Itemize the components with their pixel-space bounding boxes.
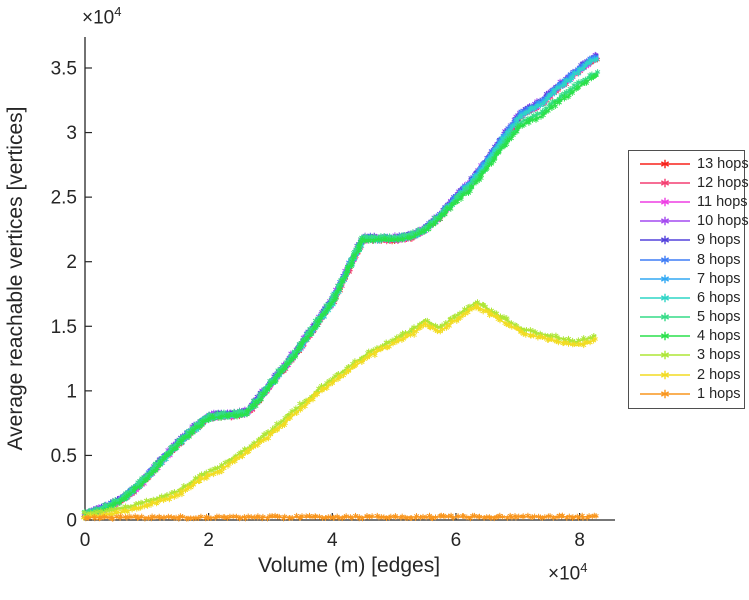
y-tick-label: 0.5 — [51, 446, 77, 467]
x-tick-label: 6 — [451, 530, 462, 551]
legend-item-11-hops: 11 hops — [629, 192, 748, 211]
x-multiplier-base: ×10 — [548, 563, 581, 585]
legend-item-9-hops: 9 hops — [629, 231, 744, 250]
series-markers-1-hops — [83, 512, 599, 522]
legend-label: 11 hops — [697, 193, 748, 210]
y-tick-label: 1 — [66, 381, 77, 402]
y-multiplier-base: ×10 — [82, 7, 115, 29]
legend-label: 7 hops — [697, 270, 741, 287]
legend-marker-icon — [640, 255, 690, 264]
legend-marker-icon — [640, 293, 690, 303]
legend-item-8-hops: 8 hops — [629, 250, 744, 269]
x-tick-label: 0 — [80, 530, 91, 551]
legend-marker-icon — [640, 332, 690, 341]
legend-marker-icon — [640, 351, 690, 360]
legend-marker-icon — [640, 370, 690, 379]
legend-marker-icon — [640, 159, 690, 168]
x-tick-label: 4 — [327, 530, 338, 551]
legend-label: 13 hops — [697, 155, 749, 172]
y-tick-label: 2 — [66, 252, 77, 273]
legend-label: 8 hops — [697, 251, 741, 268]
y-axis-label: Average reachable vertices [vertices] — [4, 106, 27, 451]
x-tick-label: 2 — [203, 530, 214, 551]
y-tick-label: 0 — [66, 511, 77, 532]
legend-item-4-hops: 4 hops — [629, 327, 744, 346]
legend-marker-icon — [640, 312, 690, 322]
legend-item-13-hops: 13 hops — [629, 154, 749, 173]
legend-item-3-hops: 3 hops — [629, 346, 744, 365]
series-line-4-hops — [84, 75, 599, 517]
y-tick-label: 3.5 — [51, 58, 77, 79]
legend-label: 2 hops — [697, 366, 741, 383]
legend-marker-icon — [640, 274, 690, 283]
x-tick-label: 8 — [574, 530, 585, 551]
x-multiplier-exponent: 4 — [580, 560, 588, 575]
legend-item-6-hops: 6 hops — [629, 288, 744, 307]
x-axis-label: Volume (m) [edges] — [257, 554, 441, 577]
legend-label: 4 hops — [697, 328, 741, 345]
legend-label: 5 hops — [697, 309, 741, 326]
legend-label: 9 hops — [697, 232, 741, 249]
legend-item-10-hops: 10 hops — [629, 212, 749, 231]
legend-marker-icon — [640, 216, 690, 226]
legend: 13 hops 12 hops 11 hops 10 hops 9 hops 8 hops… — [628, 150, 749, 409]
y-tick-label: 1.5 — [51, 317, 77, 338]
y-tick-label: 2.5 — [51, 188, 77, 209]
legend-label: 12 hops — [697, 174, 749, 191]
legend-label: 3 hops — [697, 347, 741, 364]
legend-item-7-hops: 7 hops — [629, 269, 744, 288]
legend-item-5-hops: 5 hops — [629, 308, 744, 327]
legend-item-1-hops: 1 hops — [629, 384, 744, 403]
series-markers-4-hops — [82, 72, 599, 521]
legend-marker-icon — [640, 178, 690, 187]
y-tick-label: 3 — [66, 123, 77, 144]
legend-marker-icon — [640, 197, 690, 207]
legend-label: 1 hops — [697, 385, 741, 402]
legend-marker-icon — [640, 236, 690, 245]
legend-item-12-hops: 12 hops — [629, 173, 749, 192]
y-multiplier-exponent: 4 — [114, 4, 122, 19]
legend-marker-icon — [640, 389, 690, 399]
x-axis-multiplier: ×104 — [548, 560, 587, 585]
series-line-2-hops — [84, 304, 597, 519]
series-line-5-hops — [84, 71, 599, 514]
y-axis-multiplier: ×104 — [82, 4, 121, 29]
series-markers-2-hops — [80, 302, 598, 521]
legend-item-2-hops: 2 hops — [629, 365, 744, 384]
legend-label: 10 hops — [697, 213, 749, 230]
series-markers-3-hops — [81, 299, 597, 518]
legend-label: 6 hops — [697, 289, 741, 306]
